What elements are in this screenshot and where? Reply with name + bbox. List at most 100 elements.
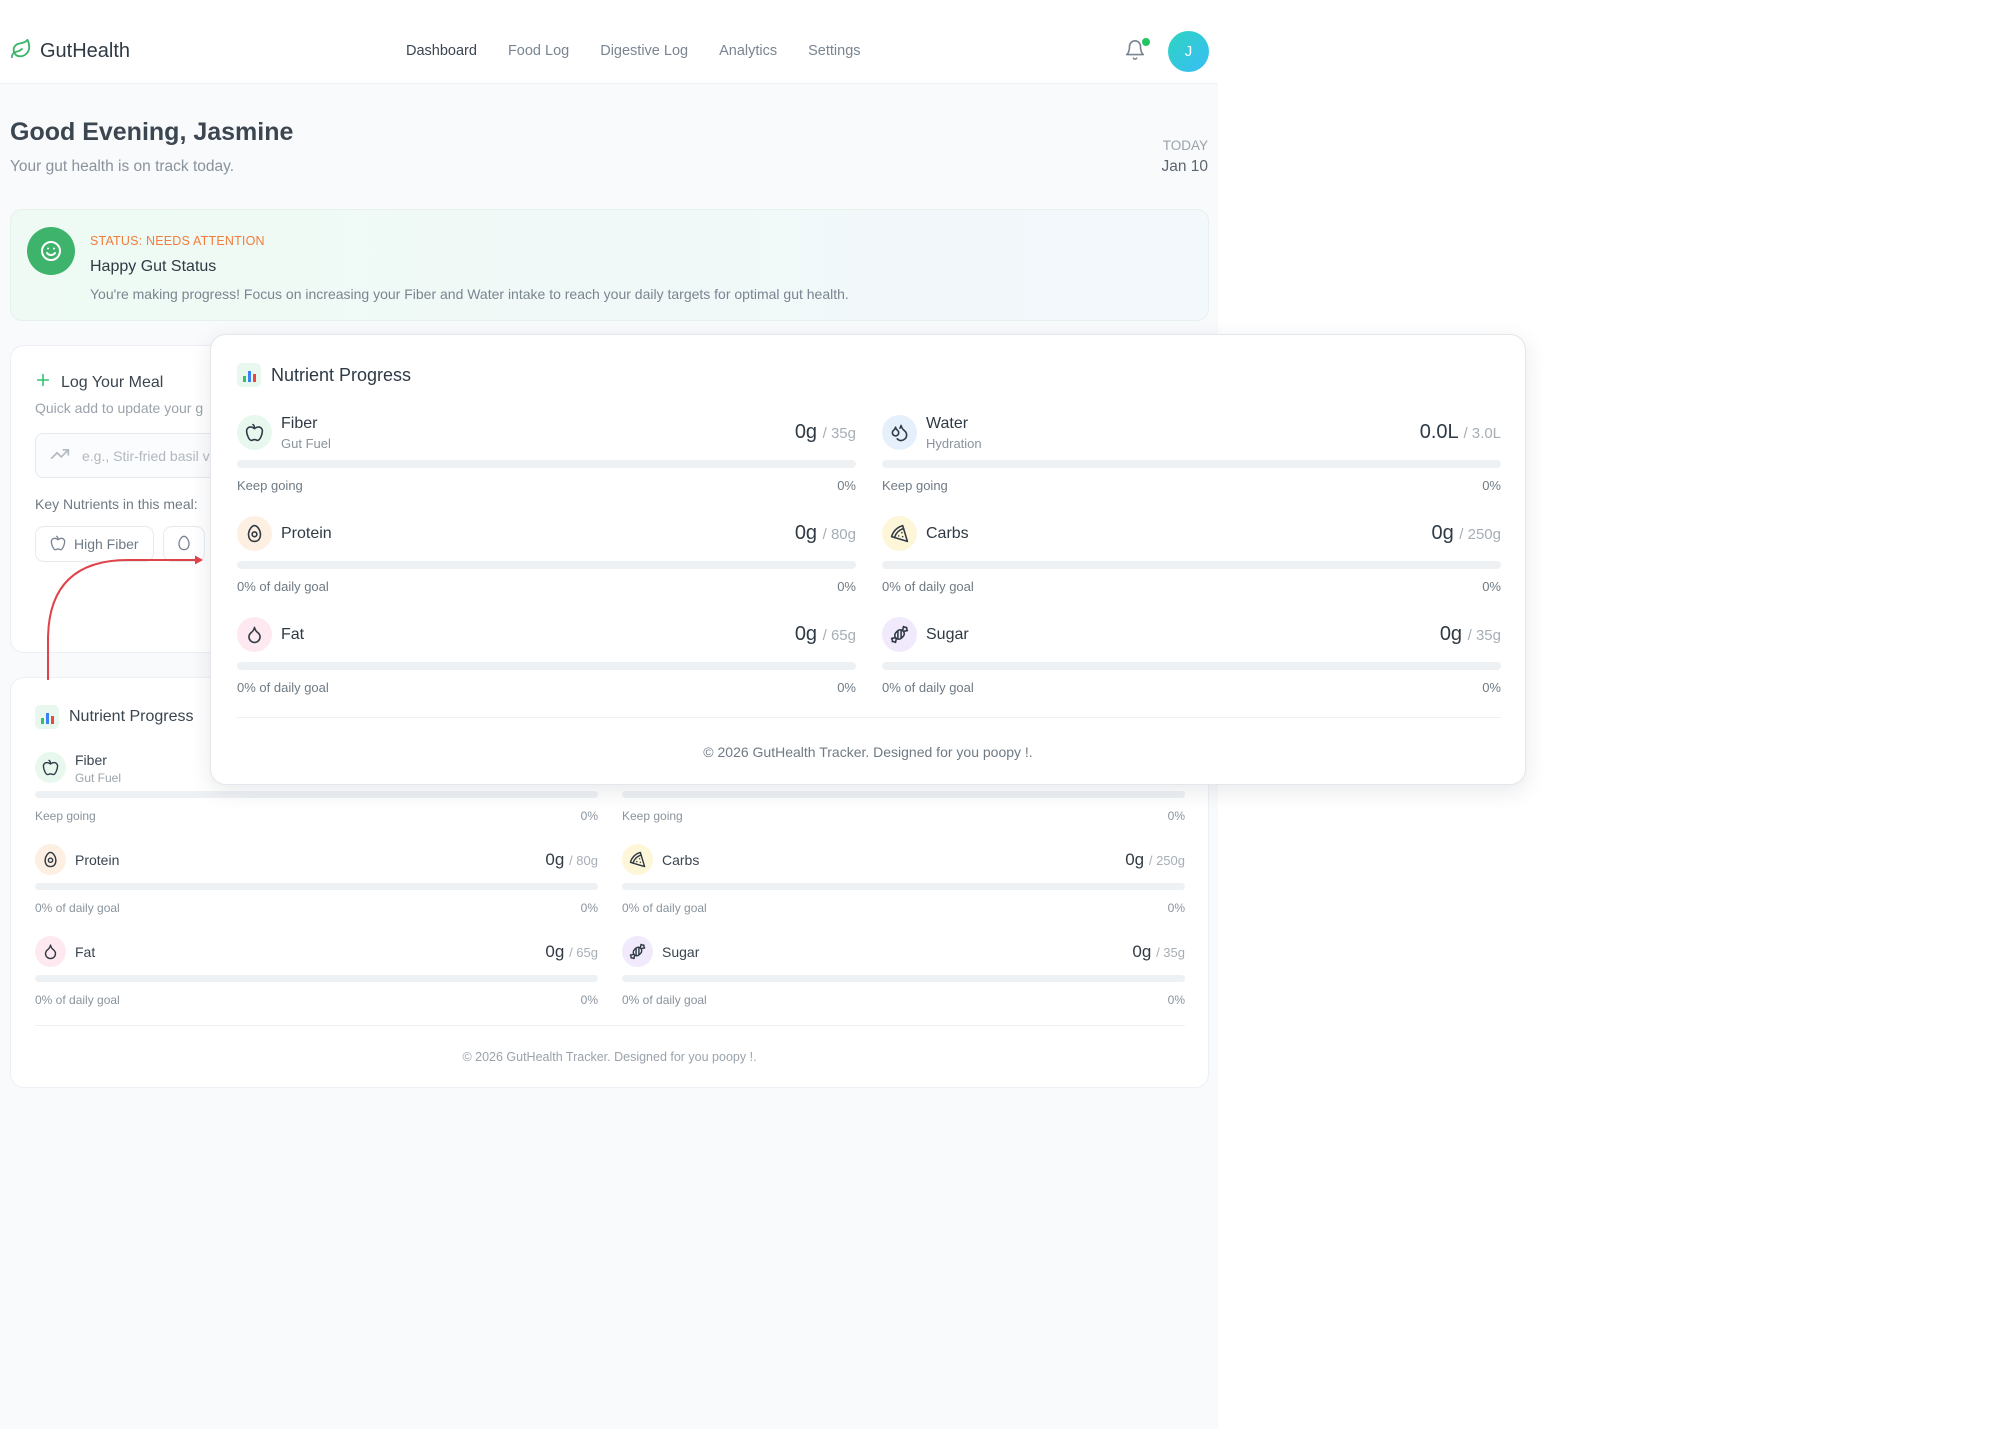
meal-input-placeholder: e.g., Stir-fried basil v xyxy=(82,447,210,464)
nutrient-name: Fat xyxy=(281,626,305,643)
progress-track xyxy=(882,561,1501,569)
nutrient-subtitle: Gut Fuel xyxy=(281,436,331,451)
nutrient-value: 0g / 250g xyxy=(1431,522,1501,545)
nutrient-value: 0g / 35g xyxy=(1440,623,1501,646)
progress-track xyxy=(237,561,856,569)
nutrient-goal: / 3.0L xyxy=(1463,425,1501,442)
egg-icon xyxy=(176,535,192,554)
nutrient-percent: 0% xyxy=(1482,680,1501,695)
nutrient-current: 0g xyxy=(1132,942,1152,961)
nutrient-goal: / 250g xyxy=(1459,526,1501,543)
key-nutrients-label: Key Nutrients in this meal: xyxy=(35,496,198,512)
progress-track xyxy=(237,460,856,468)
apple-icon xyxy=(35,752,66,783)
nav-settings[interactable]: Settings xyxy=(808,43,861,59)
nutrient-goal: / 80g xyxy=(569,853,598,868)
nav-digestive-log[interactable]: Digestive Log xyxy=(600,43,689,59)
nutrient-name: Sugar xyxy=(926,626,969,643)
footer-text: © 2026 GutHealth Tracker. Designed for y… xyxy=(462,1050,757,1064)
nutrient-percent: 0% xyxy=(1167,901,1185,915)
nutrient-current: 0g xyxy=(1431,522,1454,544)
nutrient-percent: 0% xyxy=(1167,809,1185,823)
nutrient-row-carbs: Carbs 0g / 250g 0% of daily goal 0% xyxy=(622,844,1185,915)
nutrient-row-fiber: Fiber Gut Fuel 0g / 35g Keep going 0% xyxy=(237,415,856,493)
nutrient-name: Sugar xyxy=(662,944,700,960)
nutrient-value: 0g / 65g xyxy=(545,942,598,962)
progress-track xyxy=(35,883,598,890)
nutrient-subtitle: Hydration xyxy=(926,436,982,451)
candy-icon xyxy=(622,936,653,967)
nutrient-percent: 0% xyxy=(580,993,598,1007)
nav-analytics[interactable]: Analytics xyxy=(719,43,778,59)
bell-icon[interactable] xyxy=(1124,39,1148,63)
nutrient-value: 0.0L / 3.0L xyxy=(1420,421,1501,444)
nutrient-name: Protein xyxy=(75,852,120,868)
progress-track xyxy=(622,975,1185,982)
status-card: STATUS: NEEDS ATTENTION Happy Gut Status… xyxy=(10,209,1209,321)
nav-food-log[interactable]: Food Log xyxy=(507,43,570,59)
nutrient-current: 0g xyxy=(1439,623,1463,645)
nutrient-row-protein: Protein 0g / 80g 0% of daily goal 0% xyxy=(35,844,598,915)
nutrient-status: Keep going xyxy=(622,809,683,823)
nutrient-current: 0g xyxy=(794,623,818,645)
nutrient-row-protein: Protein 0g / 80g 0% of daily goal 0% xyxy=(237,516,856,594)
nutrient-value: 0g / 35g xyxy=(1132,942,1185,962)
nutrient-row-water: Water Hydration 0.0L / 3.0L Keep going 0% xyxy=(882,415,1501,493)
nutrient-status: Keep going xyxy=(35,809,96,823)
progress-track xyxy=(35,791,598,798)
progress-track xyxy=(882,460,1501,468)
chip-label: High Fiber xyxy=(74,536,139,552)
egg-icon xyxy=(35,844,66,875)
pizza-icon xyxy=(882,516,917,551)
nutrient-percent: 0% xyxy=(837,680,856,695)
nutrient-value: 0g / 80g xyxy=(795,522,856,545)
nutrient-percent: 0% xyxy=(1482,579,1501,594)
apple-icon xyxy=(50,535,66,554)
nutrient-value: 0g / 65g xyxy=(795,623,856,646)
nutrient-name: Water xyxy=(926,415,969,432)
brand[interactable]: GutHealth xyxy=(10,38,130,65)
nutrient-goal: / 65g xyxy=(569,945,598,960)
nutrient-row-sugar: Sugar 0g / 35g 0% of daily goal 0% xyxy=(622,936,1185,1007)
leaf-icon xyxy=(10,38,32,65)
nutrient-current: 0.0L xyxy=(1419,421,1458,443)
today-label: TODAY xyxy=(1162,138,1208,153)
nutrient-status: 0% of daily goal xyxy=(882,579,974,594)
nutrient-current: 0g xyxy=(545,850,565,869)
bar-chart-icon xyxy=(237,363,261,387)
nutrient-status: 0% of daily goal xyxy=(622,901,707,915)
nutrient-current: 0g xyxy=(794,522,818,544)
nutrient-row-sugar: Sugar 0g / 35g 0% of daily goal 0% xyxy=(882,617,1501,695)
nav-dashboard[interactable]: Dashboard xyxy=(406,43,477,59)
nutrient-goal: / 80g xyxy=(822,526,856,543)
droplets-icon xyxy=(882,415,917,450)
nutrient-percent: 0% xyxy=(1167,993,1185,1007)
status-title: Happy Gut Status xyxy=(90,258,217,275)
plus-icon xyxy=(35,372,51,393)
nutrient-name: Carbs xyxy=(926,525,969,542)
page-title: Good Evening, Jasmine xyxy=(10,118,294,146)
nutrient-progress-title: Nutrient Progress xyxy=(35,705,194,729)
avatar[interactable]: J xyxy=(1168,31,1209,72)
progress-track xyxy=(622,883,1185,890)
nutrient-current: 0g xyxy=(794,421,818,443)
nutrient-percent: 0% xyxy=(837,478,856,493)
log-meal-label: Log Your Meal xyxy=(61,373,164,391)
main-nav: Dashboard Food Log Digestive Log Analyti… xyxy=(406,43,861,59)
nutrient-percent: 0% xyxy=(837,579,856,594)
nutrient-status: 0% of daily goal xyxy=(237,579,329,594)
chip-high-fiber[interactable]: High Fiber xyxy=(35,526,154,562)
candy-icon xyxy=(882,617,917,652)
page-subtitle: Your gut health is on track today. xyxy=(10,158,235,175)
nutrient-status: 0% of daily goal xyxy=(35,993,120,1007)
today-date: Jan 10 xyxy=(1161,158,1208,175)
pizza-icon xyxy=(622,844,653,875)
nutrient-goal: / 35g xyxy=(822,425,856,442)
status-message: You're making progress! Focus on increas… xyxy=(90,286,849,302)
nutrient-current: 0g xyxy=(545,942,565,961)
nutrient-value: 0g / 35g xyxy=(795,421,856,444)
progress-track xyxy=(622,791,1185,798)
chip-protein[interactable] xyxy=(163,526,205,562)
nutrient-name: Fiber xyxy=(281,415,318,432)
drop-icon xyxy=(237,617,272,652)
